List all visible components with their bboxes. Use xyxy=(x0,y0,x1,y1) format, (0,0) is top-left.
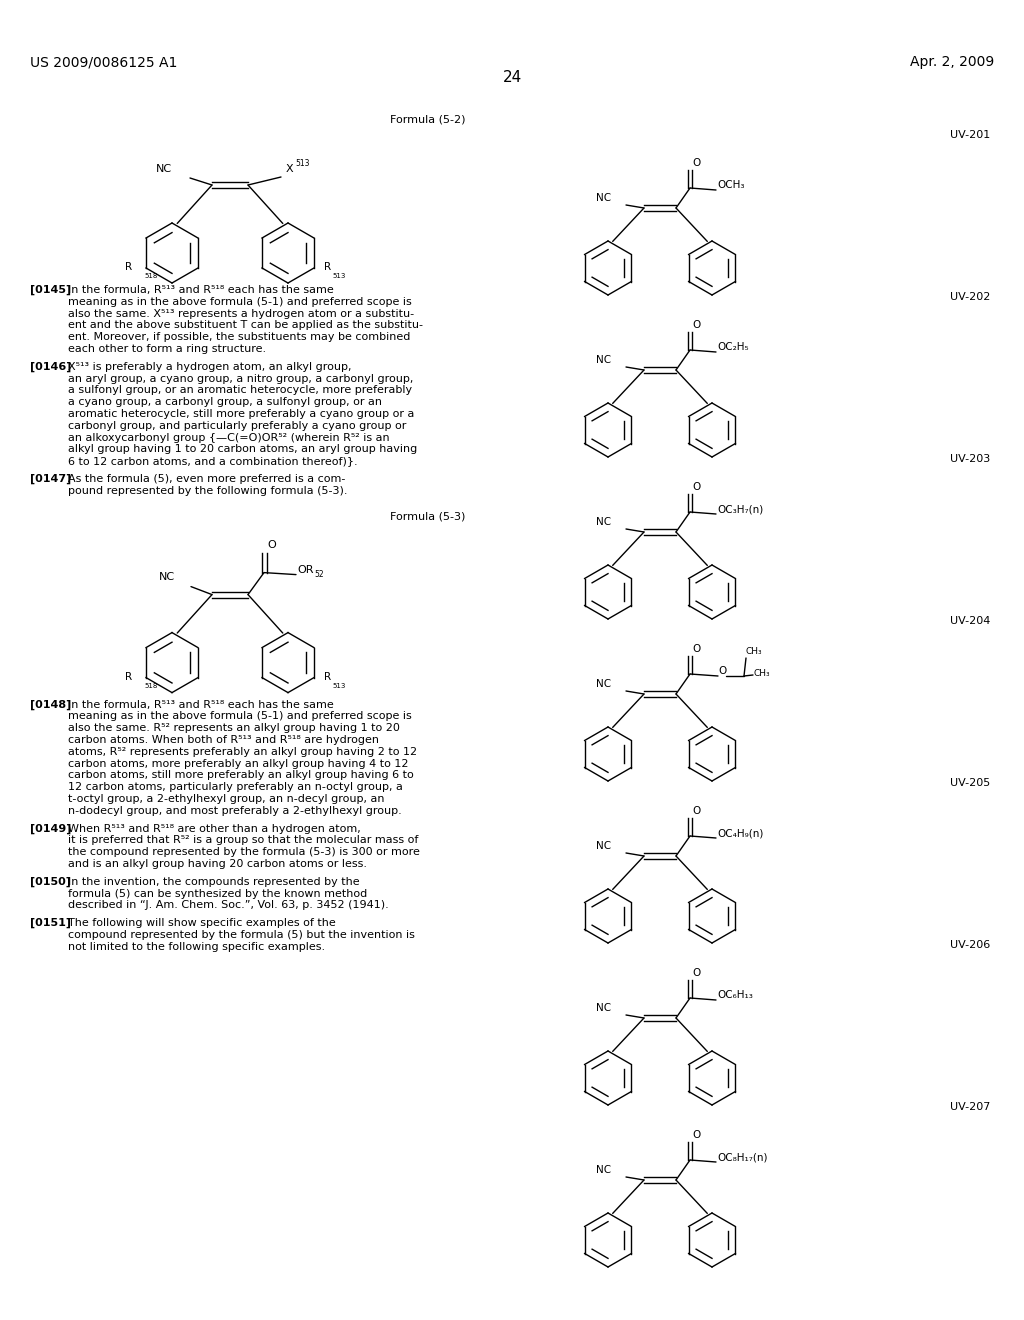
Text: US 2009/0086125 A1: US 2009/0086125 A1 xyxy=(30,55,177,69)
Text: R: R xyxy=(125,261,132,272)
Text: NC: NC xyxy=(596,355,611,366)
Text: [0149]: [0149] xyxy=(30,824,72,834)
Text: CH₃: CH₃ xyxy=(754,669,771,678)
Text: each other to form a ring structure.: each other to form a ring structure. xyxy=(68,345,266,354)
Text: O: O xyxy=(692,158,700,168)
Text: 518: 518 xyxy=(144,682,158,689)
Text: 513: 513 xyxy=(295,160,309,169)
Text: ent. Moreover, if possible, the substituents may be combined: ent. Moreover, if possible, the substitu… xyxy=(68,333,411,342)
Text: In the invention, the compounds represented by the: In the invention, the compounds represen… xyxy=(68,876,359,887)
Text: NC: NC xyxy=(596,1166,611,1175)
Text: also the same. R⁵² represents an alkyl group having 1 to 20: also the same. R⁵² represents an alkyl g… xyxy=(68,723,400,733)
Text: OC₈H₁₇(n): OC₈H₁₇(n) xyxy=(717,1152,768,1162)
Text: alkyl group having 1 to 20 carbon atoms, an aryl group having: alkyl group having 1 to 20 carbon atoms,… xyxy=(68,445,417,454)
Text: and is an alkyl group having 20 carbon atoms or less.: and is an alkyl group having 20 carbon a… xyxy=(68,859,367,869)
Text: a sulfonyl group, or an aromatic heterocycle, more preferably: a sulfonyl group, or an aromatic heteroc… xyxy=(68,385,412,396)
Text: 12 carbon atoms, particularly preferably an n-octyl group, a: 12 carbon atoms, particularly preferably… xyxy=(68,783,402,792)
Text: 518: 518 xyxy=(144,273,158,279)
Text: OC₃H₇(n): OC₃H₇(n) xyxy=(717,504,763,513)
Text: X⁵¹³ is preferably a hydrogen atom, an alkyl group,: X⁵¹³ is preferably a hydrogen atom, an a… xyxy=(68,362,351,372)
Text: O: O xyxy=(267,540,275,549)
Text: meaning as in the above formula (5-1) and preferred scope is: meaning as in the above formula (5-1) an… xyxy=(68,297,412,306)
Text: not limited to the following specific examples.: not limited to the following specific ex… xyxy=(68,941,326,952)
Text: meaning as in the above formula (5-1) and preferred scope is: meaning as in the above formula (5-1) an… xyxy=(68,711,412,722)
Text: carbon atoms, still more preferably an alkyl group having 6 to: carbon atoms, still more preferably an a… xyxy=(68,771,414,780)
Text: OC₆H₁₃: OC₆H₁₃ xyxy=(717,990,753,1001)
Text: [0151]: [0151] xyxy=(30,919,71,928)
Text: [0150]: [0150] xyxy=(30,876,71,887)
Text: 52: 52 xyxy=(314,570,324,579)
Text: atoms, R⁵² represents preferably an alkyl group having 2 to 12: atoms, R⁵² represents preferably an alky… xyxy=(68,747,417,756)
Text: also the same. X⁵¹³ represents a hydrogen atom or a substitu-: also the same. X⁵¹³ represents a hydroge… xyxy=(68,309,414,318)
Text: Apr. 2, 2009: Apr. 2, 2009 xyxy=(909,55,994,69)
Text: 513: 513 xyxy=(332,273,345,279)
Text: O: O xyxy=(692,968,700,978)
Text: UV-207: UV-207 xyxy=(949,1102,990,1111)
Text: [0148]: [0148] xyxy=(30,700,72,710)
Text: R: R xyxy=(324,672,331,681)
Text: ent and the above substituent T can be applied as the substitu-: ent and the above substituent T can be a… xyxy=(68,321,423,330)
Text: O: O xyxy=(692,1130,700,1140)
Text: As the formula (5), even more preferred is a com-: As the formula (5), even more preferred … xyxy=(68,474,345,484)
Text: OC₂H₅: OC₂H₅ xyxy=(717,342,749,352)
Text: UV-202: UV-202 xyxy=(949,292,990,302)
Text: NC: NC xyxy=(596,678,611,689)
Text: a cyano group, a carbonyl group, a sulfonyl group, or an: a cyano group, a carbonyl group, a sulfo… xyxy=(68,397,382,407)
Text: O: O xyxy=(692,319,700,330)
Text: O: O xyxy=(718,667,726,676)
Text: UV-205: UV-205 xyxy=(949,777,990,788)
Text: O: O xyxy=(692,644,700,653)
Text: In the formula, R⁵¹³ and R⁵¹⁸ each has the same: In the formula, R⁵¹³ and R⁵¹⁸ each has t… xyxy=(68,285,334,294)
Text: CH₃: CH₃ xyxy=(746,647,763,656)
Text: The following will show specific examples of the: The following will show specific example… xyxy=(68,919,336,928)
Text: compound represented by the formula (5) but the invention is: compound represented by the formula (5) … xyxy=(68,931,415,940)
Text: NC: NC xyxy=(596,193,611,203)
Text: R: R xyxy=(324,261,331,272)
Text: O: O xyxy=(692,807,700,816)
Text: an aryl group, a cyano group, a nitro group, a carbonyl group,: an aryl group, a cyano group, a nitro gr… xyxy=(68,374,414,384)
Text: Formula (5-2): Formula (5-2) xyxy=(390,115,466,125)
Text: pound represented by the following formula (5-3).: pound represented by the following formu… xyxy=(68,486,347,496)
Text: the compound represented by the formula (5-3) is 300 or more: the compound represented by the formula … xyxy=(68,847,420,857)
Text: carbon atoms, more preferably an alkyl group having 4 to 12: carbon atoms, more preferably an alkyl g… xyxy=(68,759,409,768)
Text: OCH₃: OCH₃ xyxy=(717,180,744,190)
Text: Formula (5-3): Formula (5-3) xyxy=(390,512,465,521)
Text: n-dodecyl group, and most preferably a 2-ethylhexyl group.: n-dodecyl group, and most preferably a 2… xyxy=(68,805,401,816)
Text: described in “J. Am. Chem. Soc.”, Vol. 63, p. 3452 (1941).: described in “J. Am. Chem. Soc.”, Vol. 6… xyxy=(68,900,389,911)
Text: NC: NC xyxy=(596,517,611,527)
Text: NC: NC xyxy=(156,164,172,174)
Text: NC: NC xyxy=(596,1003,611,1012)
Text: carbon atoms. When both of R⁵¹³ and R⁵¹⁸ are hydrogen: carbon atoms. When both of R⁵¹³ and R⁵¹⁸… xyxy=(68,735,379,744)
Text: formula (5) can be synthesized by the known method: formula (5) can be synthesized by the kn… xyxy=(68,888,368,899)
Text: NC: NC xyxy=(596,841,611,851)
Text: it is preferred that R⁵² is a group so that the molecular mass of: it is preferred that R⁵² is a group so t… xyxy=(68,836,419,845)
Text: carbonyl group, and particularly preferably a cyano group or: carbonyl group, and particularly prefera… xyxy=(68,421,407,430)
Text: aromatic heterocycle, still more preferably a cyano group or a: aromatic heterocycle, still more prefera… xyxy=(68,409,415,418)
Text: UV-204: UV-204 xyxy=(949,616,990,626)
Text: 6 to 12 carbon atoms, and a combination thereof)}.: 6 to 12 carbon atoms, and a combination … xyxy=(68,457,357,466)
Text: OR: OR xyxy=(297,565,313,574)
Text: UV-201: UV-201 xyxy=(949,129,990,140)
Text: 24: 24 xyxy=(503,70,521,84)
Text: O: O xyxy=(692,482,700,492)
Text: [0146]: [0146] xyxy=(30,362,72,372)
Text: R: R xyxy=(125,672,132,681)
Text: OC₄H₉(n): OC₄H₉(n) xyxy=(717,828,763,838)
Text: [0145]: [0145] xyxy=(30,285,71,296)
Text: UV-206: UV-206 xyxy=(949,940,990,950)
Text: NC: NC xyxy=(159,572,175,582)
Text: UV-203: UV-203 xyxy=(949,454,990,465)
Text: [0147]: [0147] xyxy=(30,474,72,484)
Text: When R⁵¹³ and R⁵¹⁸ are other than a hydrogen atom,: When R⁵¹³ and R⁵¹⁸ are other than a hydr… xyxy=(68,824,360,834)
Text: 513: 513 xyxy=(332,682,345,689)
Text: t-octyl group, a 2-ethylhexyl group, an n-decyl group, an: t-octyl group, a 2-ethylhexyl group, an … xyxy=(68,795,384,804)
Text: an alkoxycarbonyl group {—C(=O)OR⁵² (wherein R⁵² is an: an alkoxycarbonyl group {—C(=O)OR⁵² (whe… xyxy=(68,433,389,442)
Text: In the formula, R⁵¹³ and R⁵¹⁸ each has the same: In the formula, R⁵¹³ and R⁵¹⁸ each has t… xyxy=(68,700,334,710)
Text: X: X xyxy=(286,164,294,174)
